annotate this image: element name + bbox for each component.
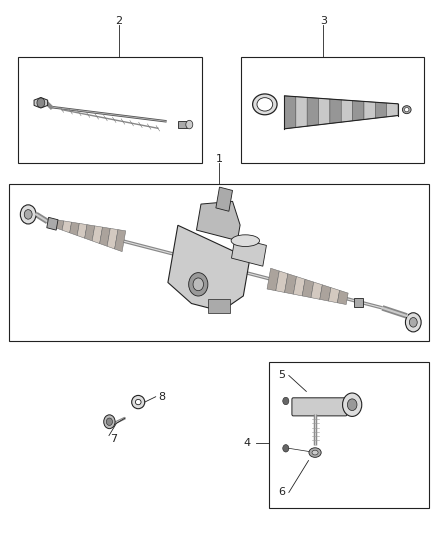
Circle shape xyxy=(347,399,357,410)
Polygon shape xyxy=(307,98,318,126)
Circle shape xyxy=(283,445,289,452)
Polygon shape xyxy=(62,221,71,233)
Text: 2: 2 xyxy=(116,16,123,26)
Circle shape xyxy=(104,415,115,429)
Bar xyxy=(269,362,428,508)
Polygon shape xyxy=(364,101,375,119)
Circle shape xyxy=(20,205,36,224)
Circle shape xyxy=(37,98,45,108)
Polygon shape xyxy=(231,237,266,266)
Ellipse shape xyxy=(135,399,141,405)
Circle shape xyxy=(283,397,289,405)
Polygon shape xyxy=(353,101,364,121)
Bar xyxy=(241,56,424,163)
Text: 4: 4 xyxy=(243,438,250,448)
Circle shape xyxy=(24,209,32,219)
Polygon shape xyxy=(77,223,87,238)
Circle shape xyxy=(106,418,113,425)
Ellipse shape xyxy=(309,448,321,457)
Ellipse shape xyxy=(257,98,273,111)
Polygon shape xyxy=(107,228,118,249)
Polygon shape xyxy=(100,227,110,246)
Circle shape xyxy=(410,318,417,327)
Ellipse shape xyxy=(312,450,318,455)
Polygon shape xyxy=(328,288,339,303)
Polygon shape xyxy=(197,201,240,240)
Polygon shape xyxy=(34,98,48,108)
Bar xyxy=(18,56,201,163)
Polygon shape xyxy=(302,279,314,297)
Polygon shape xyxy=(318,98,330,125)
Text: 6: 6 xyxy=(278,488,285,497)
Polygon shape xyxy=(337,290,348,304)
Ellipse shape xyxy=(405,108,409,112)
Text: 3: 3 xyxy=(320,16,327,26)
Bar xyxy=(208,300,230,313)
Polygon shape xyxy=(115,230,126,252)
Circle shape xyxy=(186,120,193,129)
Bar xyxy=(10,184,428,341)
Text: 1: 1 xyxy=(215,154,223,164)
Polygon shape xyxy=(276,271,288,293)
Circle shape xyxy=(343,393,362,416)
Ellipse shape xyxy=(253,94,277,115)
Ellipse shape xyxy=(403,106,411,114)
Polygon shape xyxy=(55,220,64,230)
Text: 8: 8 xyxy=(158,392,165,402)
Polygon shape xyxy=(216,187,233,211)
Circle shape xyxy=(406,313,421,332)
Bar xyxy=(177,121,187,128)
Polygon shape xyxy=(267,268,279,290)
Polygon shape xyxy=(92,226,102,244)
Polygon shape xyxy=(341,100,353,122)
Polygon shape xyxy=(70,222,79,236)
Polygon shape xyxy=(311,282,322,300)
Ellipse shape xyxy=(231,235,260,246)
Circle shape xyxy=(189,273,208,296)
Polygon shape xyxy=(168,225,250,311)
Polygon shape xyxy=(285,274,297,294)
Polygon shape xyxy=(293,277,305,296)
FancyBboxPatch shape xyxy=(292,398,347,416)
Ellipse shape xyxy=(132,395,145,409)
Polygon shape xyxy=(296,96,307,127)
Text: 5: 5 xyxy=(278,370,285,381)
Circle shape xyxy=(193,278,204,290)
Polygon shape xyxy=(375,102,387,118)
Polygon shape xyxy=(387,103,398,117)
Polygon shape xyxy=(85,224,95,241)
Bar xyxy=(47,217,58,230)
Text: 7: 7 xyxy=(110,434,117,445)
Polygon shape xyxy=(320,285,331,301)
Polygon shape xyxy=(330,99,341,124)
Polygon shape xyxy=(285,96,296,129)
Bar xyxy=(353,297,363,306)
